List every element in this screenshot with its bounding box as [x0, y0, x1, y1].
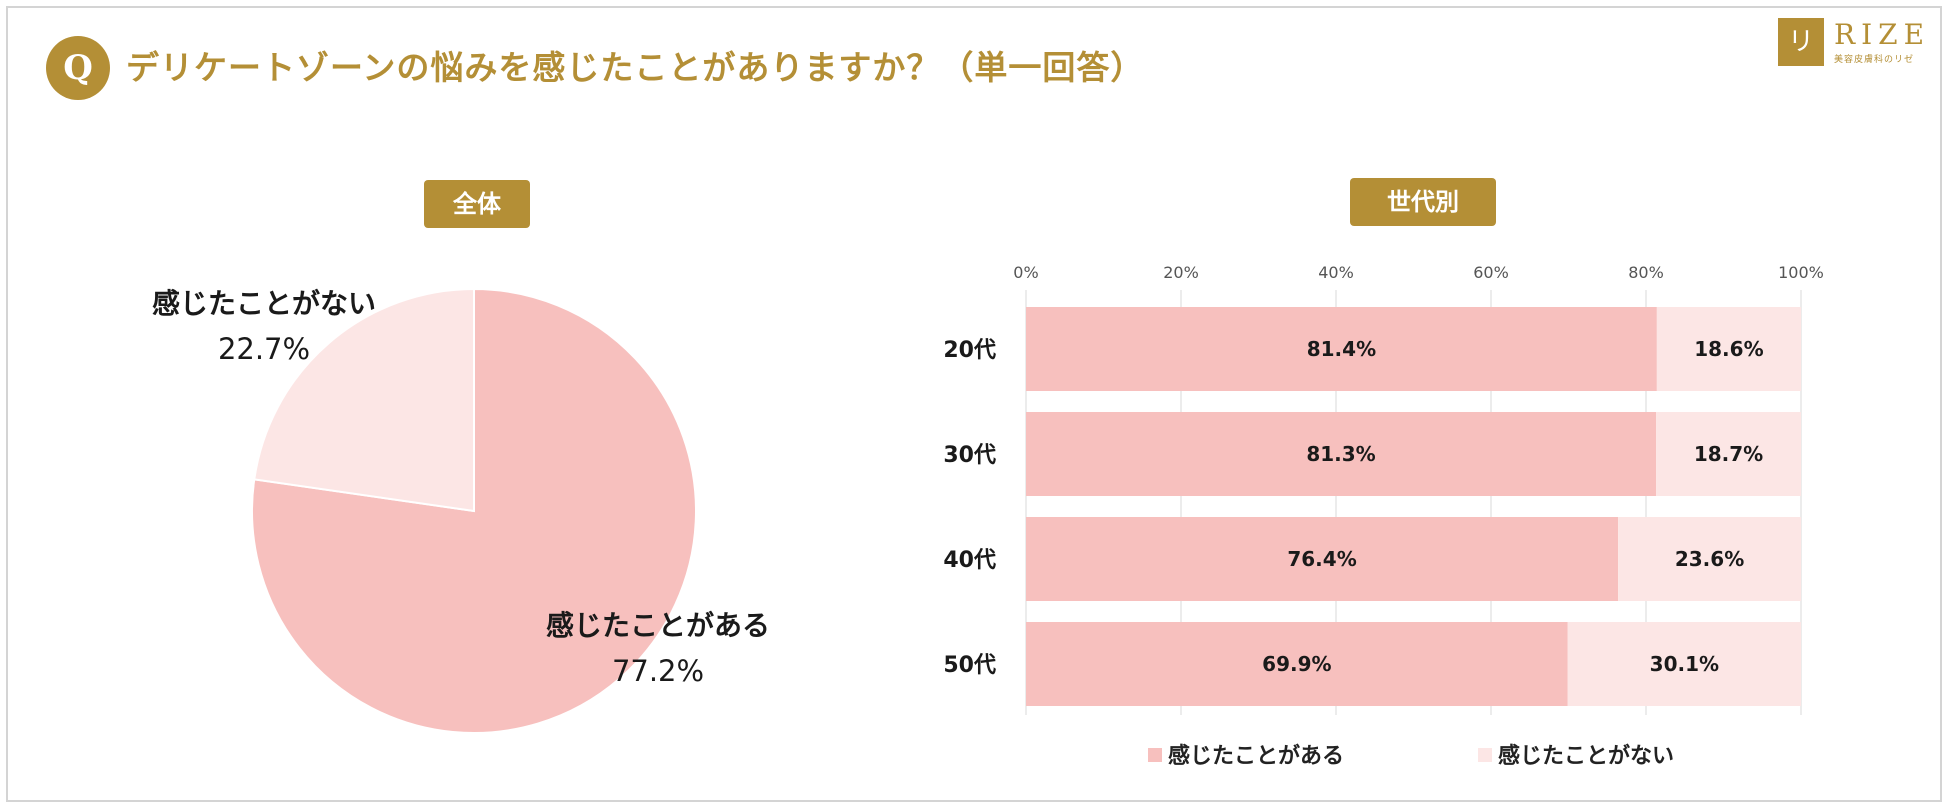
category-label: 20代: [943, 338, 996, 363]
data-label: 30.1%: [1650, 652, 1719, 676]
generation-panel-label: 世代別: [1350, 178, 1496, 226]
x-tick-label: 100%: [1778, 263, 1824, 282]
question-badge: Q: [46, 36, 110, 100]
legend-yes-label: 感じたことがある: [1168, 744, 1345, 769]
rize-logo: リゼ RIZE 美容皮膚科のリゼ: [1778, 18, 1931, 105]
data-label: 76.4%: [1287, 547, 1356, 571]
bar-segment: [1656, 412, 1801, 496]
logo-mark: リゼ: [1778, 18, 1824, 105]
pie-label-no: 感じたことがない 22.7%: [152, 282, 376, 366]
pie-label-yes-value: 77.2%: [611, 654, 705, 688]
logo-name: RIZE: [1834, 18, 1931, 51]
x-tick-label: 20%: [1163, 263, 1199, 282]
bar-segment: [1656, 307, 1801, 391]
x-tick-label: 40%: [1318, 263, 1354, 282]
legend-no-label: 感じたことがない: [1498, 744, 1675, 769]
x-tick-label: 80%: [1628, 263, 1664, 282]
category-label: 40代: [943, 548, 996, 573]
bar-segment: [1618, 517, 1801, 601]
overall-panel-label: 全体: [424, 180, 530, 228]
legend-yes: 感じたことがある: [1148, 738, 1344, 770]
bar-segment: [1026, 622, 1568, 706]
pie-slice-no: [253, 287, 475, 513]
data-label: 18.6%: [1694, 337, 1763, 361]
x-tick-label: 60%: [1473, 263, 1509, 282]
bar-segment: [1026, 517, 1619, 601]
data-label: 69.9%: [1262, 652, 1331, 676]
page-title: デリケートゾーンの悩みを感じたことがありますか？（単一回答）: [126, 48, 1145, 87]
legend-no-swatch: [1478, 748, 1492, 762]
pie-label-yes-text: 感じたことがある: [546, 609, 771, 642]
bar-segment: [1026, 307, 1657, 391]
bar-segment: [1026, 412, 1657, 496]
pie-label-no-text: 感じたことがない: [152, 287, 377, 320]
x-tick-label: 0%: [1013, 263, 1038, 282]
logo-tagline: 美容皮膚科のリゼ: [1834, 55, 1915, 65]
data-label: 23.6%: [1675, 547, 1744, 571]
pie-label-yes: 感じたことがある 77.2%: [546, 604, 770, 688]
legend-no: 感じたことがない: [1478, 738, 1674, 770]
data-label: 18.7%: [1694, 442, 1763, 466]
category-label: 30代: [943, 443, 996, 468]
bar-segment: [1567, 622, 1801, 706]
category-label: 50代: [943, 653, 996, 678]
pie-label-no-value: 22.7%: [217, 332, 311, 366]
legend-yes-swatch: [1148, 748, 1162, 762]
data-label: 81.4%: [1307, 337, 1376, 361]
data-label: 81.3%: [1306, 442, 1375, 466]
